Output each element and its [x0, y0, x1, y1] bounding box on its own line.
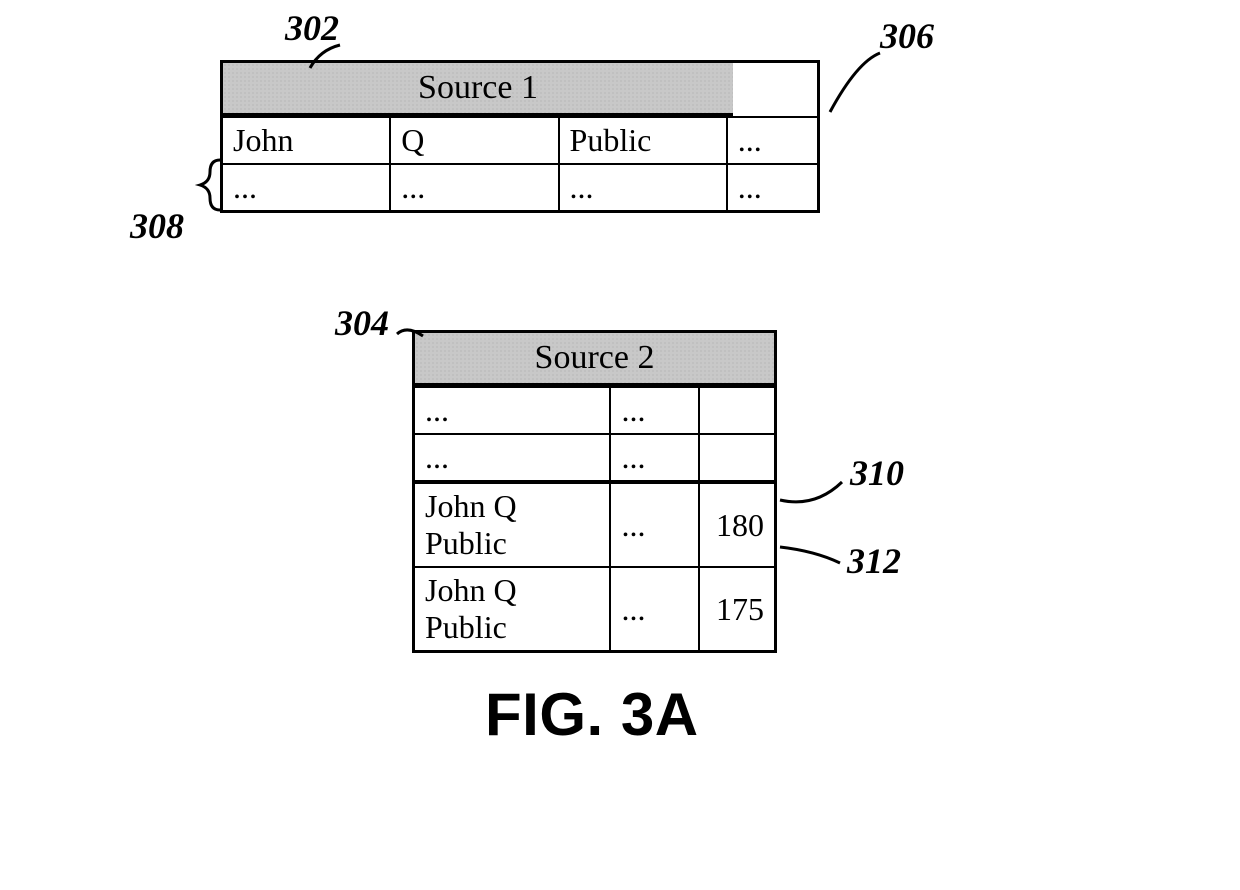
table-cell: John	[223, 118, 391, 163]
table-cell: John Q Public	[415, 484, 611, 566]
callout-line-302	[310, 40, 370, 80]
table-2-header: Source 2	[415, 333, 774, 386]
table-cell: ...	[611, 484, 700, 566]
table-cell: ...	[611, 388, 700, 433]
callout-line-310	[780, 480, 870, 530]
label-308: 308	[130, 205, 184, 247]
label-304: 304	[335, 302, 389, 344]
table-cell: ...	[728, 165, 817, 210]
table-cell: ...	[223, 165, 391, 210]
table-cell: John Q Public	[415, 568, 611, 650]
table-row: ... ...	[415, 386, 774, 433]
table-cell	[700, 435, 774, 480]
table-cell: ...	[611, 435, 700, 480]
table-row: John Q Public ... 175	[415, 566, 774, 650]
table-cell: 175	[700, 568, 774, 650]
callout-line-304	[395, 320, 445, 360]
table-1-header: Source 1	[223, 63, 733, 116]
callout-line-312	[780, 545, 870, 595]
callout-brace-308	[195, 160, 235, 220]
table-cell: ...	[391, 165, 559, 210]
table-row: ... ... ... ...	[223, 163, 817, 210]
table-cell: ...	[728, 118, 817, 163]
table-cell: ...	[560, 165, 728, 210]
table-cell	[700, 388, 774, 433]
table-source-1: Source 1 John Q Public ... ... ... ... .…	[220, 60, 820, 213]
table-row: ... ...	[415, 433, 774, 480]
table-cell: ...	[415, 388, 611, 433]
table-source-2: Source 2 ... ... ... ... John Q Public .…	[412, 330, 777, 653]
table-row: John Q Public ...	[223, 116, 817, 163]
figure-caption: FIG. 3A	[485, 680, 699, 749]
table-cell: 180	[700, 484, 774, 566]
table-cell: Q	[391, 118, 559, 163]
table-cell: ...	[611, 568, 700, 650]
table-cell: Public	[560, 118, 728, 163]
callout-line-306	[822, 50, 902, 130]
table-cell: ...	[415, 435, 611, 480]
table-row: John Q Public ... 180	[415, 480, 774, 566]
